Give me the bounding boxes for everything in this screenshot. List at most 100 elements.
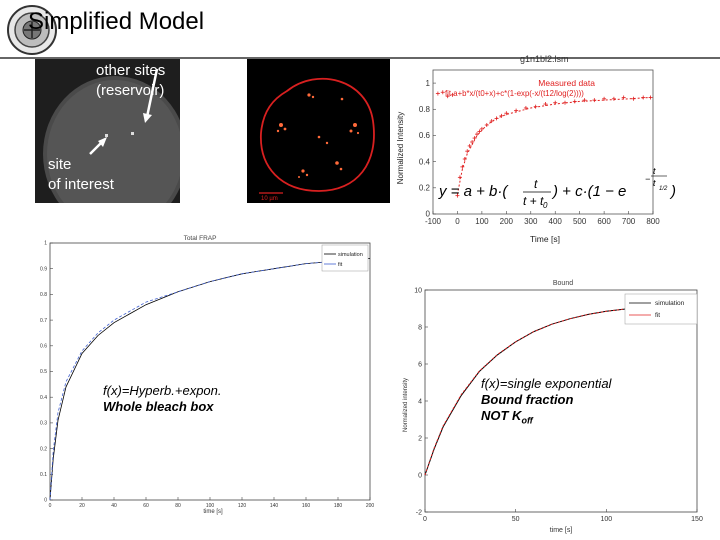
x-tick-label: 60	[143, 503, 149, 509]
series-line-1	[49, 258, 371, 501]
y-tick-label: 0.6	[40, 343, 47, 349]
label-other-sites: other sites	[96, 62, 166, 79]
y-tick-label: 0.6	[419, 131, 431, 140]
y-tick-label: 0	[44, 498, 47, 504]
site-of-interest-spot	[105, 134, 108, 137]
x-tick-label: 160	[302, 503, 311, 509]
y-tick-label: 0.9	[40, 266, 47, 272]
x-tick-label: 150	[691, 516, 703, 523]
x-tick-label: 700	[622, 217, 636, 226]
left-caption-line2: Whole bleach box	[103, 399, 214, 414]
y-tick-label: -2	[416, 509, 422, 516]
series-line-2	[424, 303, 698, 476]
x-tick-label: 600	[597, 217, 611, 226]
plot-area	[424, 289, 698, 513]
y-tick-label: 8	[418, 324, 422, 331]
right-caption-line2: Bound fraction	[481, 392, 574, 407]
y-tick-label: 0.1	[40, 472, 47, 478]
y-axis-label: Normalized Intensity	[396, 112, 405, 184]
x-tick-label: 100	[206, 503, 215, 509]
model-formula: y = a + b·( t t + t 0 ) + c·(1 − e − t t…	[438, 166, 676, 210]
cell-micrograph	[35, 59, 180, 203]
legend-fit: fit	[338, 262, 343, 268]
slide-title: Simplified Model	[28, 8, 205, 35]
svg-text:t: t	[653, 178, 656, 188]
y-tick-label: 1	[44, 241, 47, 247]
chart-filename: g1n1bl2.lsm	[520, 54, 569, 64]
arrow-to-reservoir	[145, 68, 159, 118]
y-tick-label: 0.7	[40, 318, 47, 324]
svg-text:t: t	[653, 166, 656, 176]
frap-recovery-chart: g1n1bl2.lsm -100 0 100 200 300 400 500 600 700 80…	[396, 54, 676, 244]
svg-text:0: 0	[543, 201, 548, 210]
left-caption-line1: f(x)=Hyperb.+expon.	[103, 383, 222, 398]
y-tick-label: 0.8	[419, 105, 431, 114]
x-tick-label: -100	[425, 217, 442, 226]
x-tick-label: 50	[512, 516, 520, 523]
x-tick-label: 120	[238, 503, 247, 509]
x-tick-label: 100	[600, 516, 612, 523]
right-caption-line1: f(x)=single exponential	[481, 376, 612, 391]
y-tick-label: 0	[418, 472, 422, 479]
svg-text:) + c·(1 − e: ) + c·(1 − e	[551, 183, 626, 200]
svg-text:t: t	[534, 177, 538, 191]
y-tick-label: 6	[418, 361, 422, 368]
label-of-interest: of interest	[48, 176, 114, 193]
series-line-2	[49, 258, 371, 501]
label-site: site	[48, 156, 72, 173]
svg-text:1/2: 1/2	[659, 186, 668, 192]
x-tick-label: 400	[549, 217, 563, 226]
plot-area	[49, 242, 371, 501]
svg-text:−: −	[645, 174, 650, 184]
y-tick-label: 0	[426, 210, 431, 219]
fluorescence-image: 10 µm	[247, 59, 390, 203]
legend-box: simulation fit	[321, 244, 369, 272]
y-tick-label: 0.8	[40, 292, 47, 298]
x-tick-label: 20	[79, 503, 85, 509]
x-tick-label: 140	[270, 503, 279, 509]
legend-box: simulation fit	[624, 293, 698, 325]
bright-foci	[276, 93, 360, 178]
reservoir-site-spot	[131, 132, 134, 135]
y-axis-label: Normalized intensity	[403, 378, 409, 432]
legend-simulation: simulation	[655, 300, 685, 307]
x-tick-label: 40	[111, 503, 117, 509]
x-tick-label: 180	[334, 503, 343, 509]
x-axis-label: Time [s]	[530, 234, 560, 244]
y-tick-label: 0.2	[40, 446, 47, 452]
total-frap-chart: Total FRAP 0 20 40 60 80 100 120 140 160 180 200 0 0…	[40, 235, 374, 515]
nuclear-envelope	[260, 77, 375, 192]
svg-text:): )	[669, 183, 676, 200]
title-divider	[0, 57, 720, 59]
y-tick-label: 1	[426, 79, 431, 88]
x-tick-label: 500	[573, 217, 587, 226]
y-tick-label: 0.4	[419, 157, 431, 166]
y-tick-label: 4	[418, 398, 422, 405]
chart-title: Total FRAP	[184, 235, 217, 242]
legend-simulation: simulation	[338, 252, 363, 258]
y-tick-label: 10	[414, 287, 422, 294]
nucleus-image	[35, 59, 180, 203]
scale-bar-label: 10 µm	[261, 196, 278, 202]
x-axis-label: time [s]	[550, 527, 573, 534]
svg-text:y = a + b·(: y = a + b·(	[438, 183, 509, 200]
legend-fit: fit a+b*x/(t0+x)+c*(1-exp(-x/(t12/log(2)…	[445, 89, 584, 98]
x-tick-label: 0	[455, 217, 460, 226]
right-caption-line3: NOT Koff	[481, 408, 533, 426]
legend-measured: Measured data	[538, 78, 595, 88]
chart-title: Bound	[553, 280, 573, 287]
label-reservoir: (reservoir)	[96, 82, 165, 99]
series-line-2	[456, 97, 651, 195]
x-tick-label: 800	[646, 217, 660, 226]
x-tick-label: 0	[423, 516, 427, 523]
university-seal-logo	[7, 5, 57, 55]
y-tick-label: 0.5	[40, 369, 47, 375]
x-tick-label: 80	[175, 503, 181, 509]
x-tick-label: 0	[49, 503, 52, 509]
x-tick-label: 300	[524, 217, 538, 226]
y-tick-label: 2	[418, 435, 422, 442]
x-axis-label: time [s]	[203, 509, 223, 515]
svg-text:t + t: t + t	[523, 194, 544, 208]
y-tick-label: 0.4	[40, 395, 47, 401]
x-tick-label: 200	[500, 217, 514, 226]
